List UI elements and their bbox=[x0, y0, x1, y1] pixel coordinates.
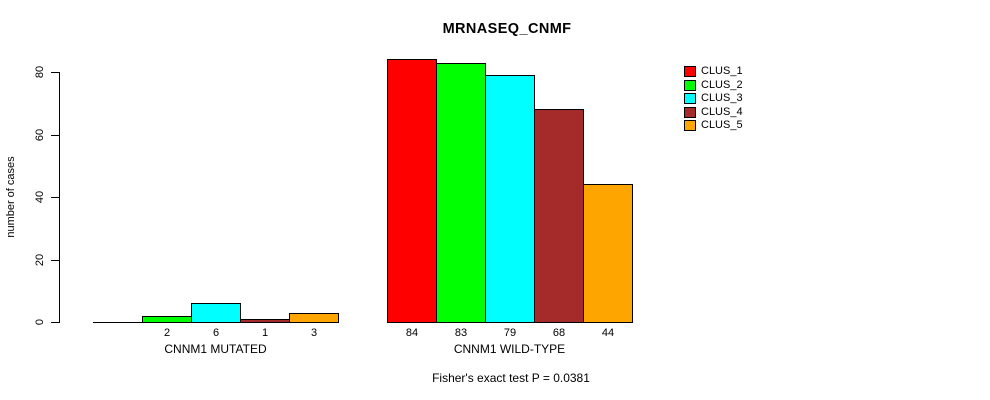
legend-item-label: CLUS_4 bbox=[701, 105, 743, 118]
y-axis-tick bbox=[51, 197, 59, 198]
legend-item: CLUS_2 bbox=[684, 78, 743, 91]
legend-item: CLUS_1 bbox=[684, 66, 743, 77]
legend: CLUS_1 CLUS_2 CLUS_3 CLUS_4 CLUS_5 bbox=[684, 66, 743, 134]
legend-color-swatch-icon bbox=[684, 93, 696, 104]
legend-item: CLUS_4 bbox=[684, 105, 743, 118]
legend-item-label: CLUS_3 bbox=[701, 92, 743, 104]
y-axis-tick bbox=[51, 135, 59, 136]
bar-clus_2 bbox=[436, 63, 486, 323]
y-axis-tick-label: 0 bbox=[34, 318, 46, 326]
legend-item: CLUS_3 bbox=[684, 93, 743, 104]
legend-item-label: CLUS_5 bbox=[701, 119, 743, 131]
bar-clus_1-zero bbox=[93, 322, 143, 323]
y-axis-tick bbox=[51, 322, 59, 323]
bar-clus_5 bbox=[583, 184, 633, 323]
legend-item: CLUS_5 bbox=[684, 120, 743, 131]
annotation-fisher-test: Fisher's exact test P = 0.0381 bbox=[432, 371, 590, 385]
legend-color-swatch-icon bbox=[684, 120, 696, 131]
bar-clus_3 bbox=[191, 303, 241, 323]
y-axis-tick bbox=[51, 260, 59, 261]
y-axis-line bbox=[59, 72, 60, 323]
bar-clus_4 bbox=[240, 319, 290, 323]
bar-value-label: 44 bbox=[601, 327, 615, 339]
y-axis-label-text: number of cases bbox=[5, 156, 17, 238]
legend-color-swatch-icon bbox=[684, 106, 696, 118]
bar-clus_4 bbox=[534, 109, 584, 323]
bar-value-label: 2 bbox=[163, 327, 171, 339]
group-label: CNNM1 MUTATED bbox=[164, 342, 267, 356]
bar-clus_5 bbox=[289, 313, 339, 323]
legend-color-swatch-icon bbox=[684, 79, 696, 91]
bar-value-label: 3 bbox=[310, 327, 318, 339]
bar-value-label: 6 bbox=[212, 327, 220, 339]
bar-clus_2 bbox=[142, 316, 192, 323]
bar-value-label: 84 bbox=[405, 327, 419, 339]
y-axis-tick bbox=[51, 72, 59, 73]
bar-value-label: 68 bbox=[552, 327, 566, 339]
bar-value-label: 1 bbox=[261, 327, 269, 339]
bar-value-label: 83 bbox=[454, 327, 468, 339]
legend-item-label: CLUS_2 bbox=[701, 78, 743, 91]
y-axis-tick-label: 40 bbox=[34, 190, 46, 204]
legend-color-swatch-icon bbox=[684, 66, 696, 77]
chart-title: MRNASEQ_CNMF bbox=[442, 21, 572, 37]
group-label: CNNM1 WILD-TYPE bbox=[453, 342, 566, 356]
bar-clus_3 bbox=[485, 75, 535, 323]
bar-value-label: 79 bbox=[503, 327, 517, 339]
y-axis-tick-label: 20 bbox=[34, 253, 46, 267]
y-axis-tick-label: 60 bbox=[34, 128, 46, 142]
y-axis-tick-label: 80 bbox=[34, 65, 46, 79]
legend-item-label: CLUS_1 bbox=[701, 65, 743, 77]
bar-clus_1 bbox=[387, 59, 437, 323]
